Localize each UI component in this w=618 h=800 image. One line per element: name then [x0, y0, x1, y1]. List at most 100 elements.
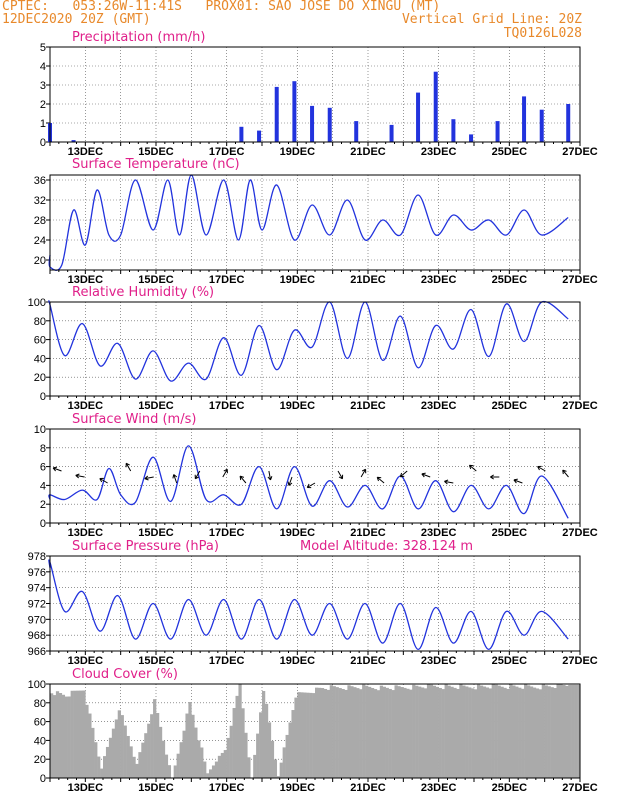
wind-direction-arrow — [144, 475, 154, 481]
cloud-strip — [58, 693, 63, 778]
cloud-strip — [111, 728, 116, 778]
cloud-strip — [323, 688, 328, 778]
cloud-strip — [376, 690, 381, 778]
cloud-strip — [506, 688, 510, 778]
precip-bar — [566, 104, 571, 142]
cloud-strip — [61, 694, 66, 778]
x-date-label: 19DEC — [280, 146, 316, 158]
cloud-strip — [326, 689, 331, 778]
cloud-strip — [521, 688, 525, 778]
wind-direction-arrow — [222, 468, 228, 478]
cloud-strip — [532, 687, 537, 778]
cloud-strip — [550, 687, 554, 778]
cloud-strip — [403, 687, 407, 778]
panel-subtitle-pres: Model Altitude: 328.124 m — [300, 539, 473, 554]
cloud-strip — [91, 727, 95, 778]
cloud-strip — [120, 715, 124, 778]
cloud-strip — [365, 685, 369, 778]
cloud-strip — [335, 687, 339, 778]
x-date-label: 25DEC — [492, 782, 528, 794]
panel-frame-temp — [49, 174, 581, 271]
cloud-strip — [300, 692, 304, 778]
cloud-strip — [294, 697, 298, 778]
wind-direction-arrow — [444, 479, 454, 485]
x-date-label: 27DEC — [562, 146, 598, 158]
cloud-strip — [488, 688, 492, 778]
cloud-strip — [288, 722, 292, 778]
y-tick-label: 24 — [34, 235, 46, 247]
cloud-strip — [211, 765, 216, 778]
wind-direction-arrow — [239, 475, 247, 484]
cloud-strip — [103, 756, 107, 778]
cloud-strip — [356, 688, 360, 778]
x-date-label: 17DEC — [209, 527, 245, 539]
x-date-label: 15DEC — [138, 146, 174, 158]
x-date-label: 13DEC — [68, 274, 104, 286]
panel-temp: Surface Temperature (nC) 20 24 28 32 36 13DEC 1… — [34, 157, 598, 286]
cloud-strip — [500, 686, 504, 778]
cloud-strip — [203, 761, 207, 778]
cloud-strip — [206, 773, 210, 778]
x-date-label: 27DEC — [562, 274, 598, 286]
y-tick-label: 36 — [34, 175, 46, 187]
cloud-strip — [538, 689, 543, 778]
cloud-strip — [214, 761, 219, 778]
panel-title-wind: Surface Wind (m/s) — [72, 412, 196, 427]
cloud-strip — [397, 686, 401, 778]
cloud-strip — [459, 684, 463, 778]
series-line-pres — [48, 559, 569, 651]
cloud-strip — [426, 684, 431, 778]
cloud-strip — [264, 703, 269, 778]
cloud-strip — [317, 687, 322, 778]
cloud-strip — [291, 710, 295, 778]
cloud-strip — [253, 754, 257, 778]
x-date-label: 15DEC — [138, 782, 174, 794]
y-tick-label: 0 — [40, 773, 46, 785]
wind-direction-arrow — [562, 469, 569, 478]
x-date-label: 23DEC — [421, 782, 457, 794]
cloud-strip — [385, 687, 389, 778]
x-date-label: 13DEC — [68, 400, 104, 412]
y-tick-label: 8 — [40, 443, 46, 455]
y-tick-label: 968 — [28, 630, 46, 642]
cloud-strip — [50, 693, 54, 778]
cloud-strip — [100, 768, 104, 778]
cloud-strip — [435, 686, 439, 778]
x-date-label: 23DEC — [421, 527, 457, 539]
x-date-label: 15DEC — [138, 274, 174, 286]
x-date-label: 15DEC — [138, 527, 174, 539]
panel-title-temp: Surface Temperature (nC) — [72, 157, 240, 172]
cloud-strip — [547, 686, 551, 778]
x-date-label: 19DEC — [280, 400, 316, 412]
cloud-strip — [494, 684, 498, 778]
cloud-strip — [344, 689, 348, 778]
cloud-strip — [515, 686, 519, 778]
cloud-strip — [64, 696, 68, 778]
cloud-strip — [482, 686, 487, 778]
y-tick-label: 100 — [28, 297, 46, 309]
cloud-strip — [412, 684, 416, 778]
cloud-strip — [400, 687, 404, 778]
x-date-label: 23DEC — [421, 655, 457, 667]
cloud-strip — [223, 750, 227, 778]
cloud-strip — [306, 692, 310, 778]
x-date-label: 13DEC — [68, 527, 104, 539]
cloud-strip — [226, 737, 230, 778]
cloud-strip — [88, 713, 92, 778]
cloud-strip — [138, 752, 142, 778]
cloud-strip — [541, 684, 545, 778]
series-line-wind — [48, 445, 569, 519]
x-date-label: 25DEC — [492, 655, 528, 667]
x-date-label: 21DEC — [350, 146, 386, 158]
wind-direction-arrow — [306, 482, 316, 489]
precip-bar — [539, 109, 544, 142]
cloud-strip — [135, 763, 139, 778]
panel-title-precip: Precipitation (mm/h) — [72, 30, 205, 45]
cloud-strip — [429, 684, 434, 778]
wind-direction-arrow — [267, 470, 273, 481]
cloud-strip — [497, 685, 501, 778]
cloud-strip — [176, 753, 180, 778]
y-tick-label: 32 — [34, 195, 46, 207]
cloud-strip — [373, 689, 378, 778]
